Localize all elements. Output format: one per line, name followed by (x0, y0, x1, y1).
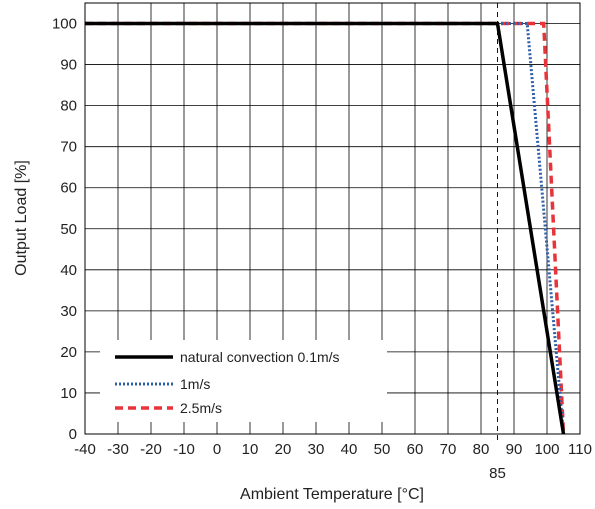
y-tick-label: 40 (60, 262, 77, 279)
y-tick-label: 100 (52, 16, 77, 33)
y-tick-label: 20 (60, 344, 77, 361)
x-axis-title: Ambient Temperature [°C] (240, 486, 424, 503)
y-tick-label: 0 (69, 426, 77, 443)
legend: natural convection 0.1m/s 1m/s 2.5m/s (100, 340, 387, 422)
x-tick-label: 100 (534, 441, 559, 458)
x-tick-label: -40 (74, 441, 96, 458)
legend-label-natural-convection: natural convection 0.1m/s (180, 349, 340, 365)
x-tick-label: 50 (374, 441, 391, 458)
y-axis-title: Output Load [%] (13, 160, 30, 276)
x-tick-label: 80 (473, 441, 490, 458)
plot-border (84, 2, 581, 435)
y-tick-label: 70 (60, 139, 77, 156)
annotation-label-85: 85 (489, 465, 506, 482)
x-tick-label: 30 (308, 441, 325, 458)
x-tick-labels: -40 -30 -20 -10 0 10 20 30 40 50 60 70 80 90 100 110 (74, 441, 592, 458)
x-tick-label: 40 (341, 441, 358, 458)
y-tick-label: 60 (60, 180, 77, 197)
legend-label-2-5ms: 2.5m/s (180, 400, 222, 416)
series-lines (85, 21, 566, 435)
y-tick-label: 50 (60, 221, 77, 238)
x-tick-label: -20 (140, 441, 162, 458)
x-tick-label: 70 (440, 441, 457, 458)
y-tick-label: 10 (60, 385, 77, 402)
series-line-1m-s (85, 22, 565, 435)
x-tick-label: 60 (407, 441, 424, 458)
y-tick-labels: 0 10 20 30 40 50 60 70 80 90 100 (52, 16, 77, 443)
x-tick-label: -10 (173, 441, 195, 458)
annotations: 85 (489, 3, 506, 482)
x-tick-label: 0 (213, 441, 221, 458)
x-tick-label: -30 (107, 441, 129, 458)
legend-label-1ms: 1m/s (180, 376, 210, 392)
y-tick-label: 30 (60, 303, 77, 320)
series-line-2-5m-s (85, 21, 566, 435)
y-tick-label: 80 (60, 98, 77, 115)
x-tick-label: 110 (568, 441, 592, 458)
y-tick-label: 90 (60, 57, 77, 74)
x-tick-label: 20 (275, 441, 292, 458)
x-tick-label: 10 (242, 441, 259, 458)
x-tick-label: 90 (506, 441, 523, 458)
series-line-natural-convection-0-1m-s (85, 21, 566, 435)
